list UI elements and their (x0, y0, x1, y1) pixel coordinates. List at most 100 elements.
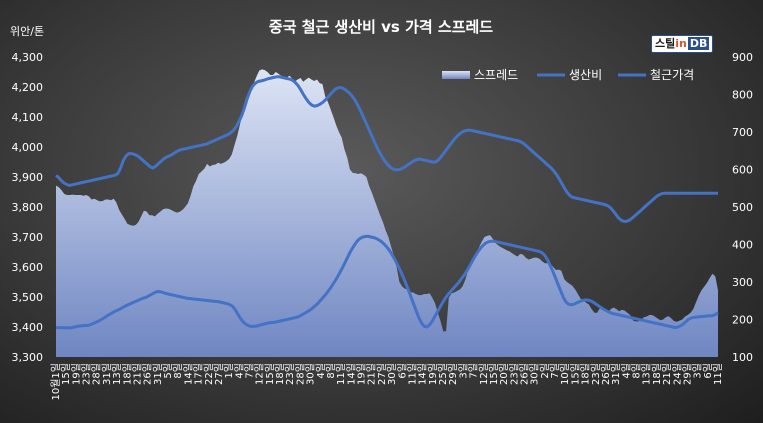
right-axis-tick-label: 500 (732, 201, 753, 214)
x-axis-tick-label: 18일 (580, 363, 592, 385)
left-axis-tick-label: 3,800 (12, 201, 44, 214)
x-axis-tick-label: 23일 (284, 363, 296, 385)
right-axis-ticks: 100 200 300 400 500 600 700 800 900 (732, 51, 753, 364)
x-axis-tick-label: 14일 (417, 363, 429, 385)
x-axis-tick-label: 15일 (569, 363, 581, 385)
x-axis-tick-label: 19일 (70, 363, 82, 385)
x-axis-tick-label: 4일 (620, 363, 632, 379)
x-axis-tick-label: 27일 (376, 363, 388, 385)
left-axis-tick-label: 3,700 (12, 231, 44, 244)
production-cost-line-series (56, 234, 719, 330)
x-axis-tick-label: 31일 (101, 363, 113, 385)
right-axis-tick-label: 800 (732, 89, 753, 102)
x-axis-tick-label: 20일 (498, 363, 510, 385)
x-axis-tick-label: 13일 (641, 363, 653, 385)
right-axis-tick-label: 200 (732, 314, 753, 327)
x-axis-tick-label: 19일 (427, 363, 439, 385)
x-axis-tick-label: 12일 (478, 363, 490, 385)
x-axis-tick-label: 24일 (671, 363, 683, 385)
x-axis-tick-label: 11일 (407, 363, 419, 385)
spread-area-series (56, 69, 718, 358)
legend-label-spread: 스프레드 (474, 68, 518, 82)
x-axis-tick-label: 26일 (142, 363, 154, 385)
rebar-price-line-series (55, 75, 718, 223)
x-axis-tick-label: 2일 (539, 363, 551, 379)
legend-label-production-cost: 생산비 (569, 68, 602, 82)
left-axis-tick-label: 3,400 (12, 321, 44, 334)
left-axis-tick-label: 3,900 (12, 171, 44, 184)
legend-label-rebar-price: 철근가격 (650, 68, 694, 82)
right-axis-tick-label: 900 (732, 51, 753, 64)
x-axis-tick-label: 5일 (162, 363, 174, 379)
left-axis-tick-label: 3,300 (12, 351, 44, 364)
x-axis-tick-label: 29일 (681, 363, 693, 385)
x-axis-tick-label: 8일 (172, 363, 184, 379)
x-axis-tick-label: 23일 (508, 363, 520, 385)
x-axis-tick-label: 15일 (264, 363, 276, 385)
chart-title: 중국 철근 생산비 vs 가격 스프레드 (269, 18, 493, 36)
x-axis-tick-label: 3일 (692, 363, 704, 379)
legend-swatch-spread (442, 71, 470, 79)
x-axis-tick-label: 29일 (447, 363, 459, 385)
x-axis-tick-label: 18일 (274, 363, 286, 385)
x-axis-tick-label: 11일 (712, 363, 724, 385)
left-axis-tick-label: 3,600 (12, 261, 44, 274)
left-axis-tick-label: 4,200 (12, 81, 44, 94)
left-axis-ticks: 3,300 3,400 3,500 3,600 3,700 3,800 3,900 4,000… (12, 51, 44, 364)
x-axis-tick-label: 12일 (254, 363, 266, 385)
x-axis-tick-label: 3일 (457, 363, 469, 379)
x-axis-tick-label: 19일 (356, 363, 368, 385)
x-axis-tick-label: 22일 (203, 363, 215, 385)
right-axis-tick-label: 700 (732, 126, 753, 139)
x-axis-tick-label: 31일 (152, 363, 164, 385)
x-axis-tick-label: 14일 (182, 363, 194, 385)
right-axis-tick-label: 300 (732, 276, 753, 289)
x-axis-tick-label: 17일 (193, 363, 205, 385)
x-axis-tick-label: 28일 (91, 363, 103, 385)
x-axis-tick-label: 27일 (213, 363, 225, 385)
x-axis-tick-label: 18일 (651, 363, 663, 385)
x-axis-tick-label: 15일 (60, 363, 72, 385)
x-axis-tick-label: 30일 (305, 363, 317, 385)
left-axis-tick-label: 4,100 (12, 111, 44, 124)
x-axis-tick-label: 26일 (600, 363, 612, 385)
x-axis-tick-label: 26일 (519, 363, 531, 385)
x-axis-tick-label: 1일 (223, 363, 235, 379)
x-axis-tick-label: 23일 (81, 363, 93, 385)
left-axis-unit-label: 위안/톤 (10, 25, 44, 38)
left-axis-tick-label: 4,000 (12, 141, 44, 154)
legend: 스프레드 생산비 철근가격 (442, 68, 694, 82)
x-axis-tick-label: 7일 (244, 363, 256, 379)
x-axis-tick-label: 14일 (345, 363, 357, 385)
x-axis-tick-label: 30일 (386, 363, 398, 385)
x-axis-tick-label: 10일 (559, 363, 571, 385)
x-axis-tick-label: 18일 (121, 363, 133, 385)
x-axis-tick-label: 21일 (661, 363, 673, 385)
x-axis-tick-label: 15일 (488, 363, 500, 385)
x-axis-tick-label: 10월1일 (50, 363, 62, 401)
x-axis-tick-label: 21일 (132, 363, 144, 385)
x-axis-tick-label: 6일 (702, 363, 714, 379)
x-axis-tick-label: 4일 (315, 363, 327, 379)
left-axis-tick-label: 4,300 (12, 51, 44, 64)
x-axis-tick-label: 8일 (325, 363, 337, 379)
x-axis-tick-label: 7일 (549, 363, 561, 379)
x-axis-tick-label: 7일 (468, 363, 480, 379)
x-axis-tick-label: 31일 (610, 363, 622, 385)
right-axis-tick-label: 100 (732, 351, 753, 364)
x-axis-tick-label: 23일 (590, 363, 602, 385)
right-axis-tick-label: 400 (732, 239, 753, 252)
x-axis-tick-labels: 10월1일 15일 19일 23일 28일 31일 13일 18일 21일 26일 31일 5일 8일 1… (50, 363, 724, 401)
left-axis-tick-label: 3,500 (12, 291, 44, 304)
x-axis-tick-label: 4일 (233, 363, 245, 379)
right-axis-tick-label: 600 (732, 164, 753, 177)
x-axis-tick-label: 21일 (366, 363, 378, 385)
x-axis-tick-label: 13일 (111, 363, 123, 385)
x-axis-tick-label: 11일 (335, 363, 347, 385)
x-axis-tick-label: 25일 (437, 363, 449, 385)
brand-logo: 스틸in DB (651, 35, 714, 53)
x-axis-tick-label: 30일 (529, 363, 541, 385)
x-axis-tick-label: 6일 (396, 363, 408, 379)
